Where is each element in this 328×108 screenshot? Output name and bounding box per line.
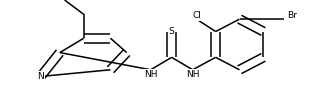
Text: N: N <box>37 72 44 81</box>
Text: S: S <box>169 27 174 36</box>
Text: Br: Br <box>287 11 297 20</box>
Text: NH: NH <box>144 70 157 79</box>
Text: Cl: Cl <box>192 11 201 20</box>
Text: NH: NH <box>186 70 199 79</box>
